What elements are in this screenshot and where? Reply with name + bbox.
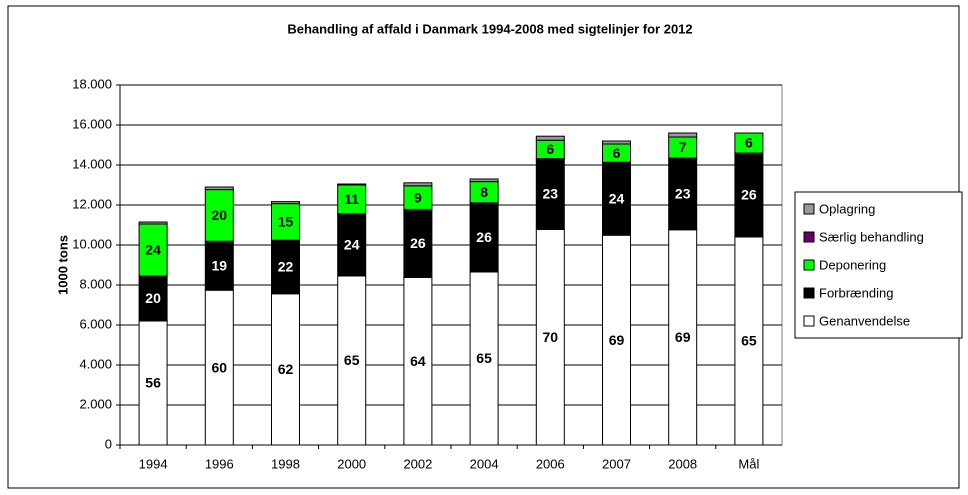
x-tick-label: Mål: [738, 456, 759, 471]
bar-segment: [138, 221, 168, 225]
y-tick-label: 8.000: [79, 276, 112, 291]
bar-segment: [337, 275, 367, 446]
data-label: 26: [476, 229, 492, 245]
bar-segment: [734, 132, 764, 154]
legend-label: Oplagring: [819, 201, 875, 216]
bar-segment: [403, 276, 433, 446]
data-label: 23: [675, 186, 691, 202]
bar-segment: [138, 223, 168, 277]
bar-segment: [535, 158, 565, 230]
x-tick-label: 2004: [470, 456, 499, 471]
bar-segment: [204, 240, 234, 291]
legend-label: Særlig behandling: [819, 229, 924, 244]
data-label: 60: [212, 359, 228, 375]
legend-swatch: [803, 231, 815, 243]
data-label: 23: [543, 186, 559, 202]
data-label: 62: [278, 361, 294, 377]
data-label: 24: [609, 190, 625, 206]
data-label: 6: [546, 141, 554, 157]
legend-swatch: [803, 287, 815, 299]
x-tick-label: 1998: [271, 456, 300, 471]
data-label: 7: [679, 139, 687, 155]
y-tick-label: 12.000: [72, 196, 112, 211]
data-label: 9: [414, 189, 422, 205]
data-label: 65: [476, 350, 492, 366]
x-tick-label: 2006: [536, 456, 565, 471]
x-tick-label: 1994: [139, 456, 168, 471]
y-tick-label: 14.000: [72, 156, 112, 171]
bar-segment: [204, 189, 234, 242]
bar-segment: [337, 184, 367, 215]
bar-segment: [271, 293, 300, 446]
y-axis-label: 1000 tons: [55, 235, 70, 295]
data-label: 19: [212, 257, 228, 273]
data-label: 8: [480, 184, 488, 200]
data-label: 70: [543, 329, 559, 345]
y-tick-label: 10.000: [72, 236, 112, 251]
x-tick-label: 2007: [602, 456, 631, 471]
data-label: 11: [344, 191, 359, 207]
x-tick-label: 2008: [668, 456, 697, 471]
y-tick-label: 0: [105, 436, 112, 451]
data-label: 15: [278, 214, 294, 230]
bar-segment: [138, 275, 168, 322]
legend-swatch: [803, 315, 815, 327]
legend-swatch: [803, 203, 815, 215]
bar-segment: [271, 203, 300, 241]
legend-label: Genanvendelse: [819, 313, 910, 328]
bar-segment: [138, 320, 168, 446]
bar-segment: [668, 157, 698, 231]
data-label: 69: [609, 332, 625, 348]
bar-segment: [602, 140, 631, 145]
bar-segment: [337, 213, 367, 277]
bar-segment: [403, 182, 433, 187]
data-label: 26: [410, 235, 426, 251]
bar-segment: [403, 208, 433, 278]
data-label: 56: [145, 375, 161, 391]
x-tick-label: 1996: [205, 456, 234, 471]
data-label: 20: [212, 207, 228, 223]
data-label: 6: [613, 145, 621, 161]
bar-segment: [204, 186, 234, 191]
x-tick-label: 2000: [337, 456, 366, 471]
bar-segment: [271, 239, 300, 295]
y-tick-label: 4.000: [79, 356, 112, 371]
bar-segment: [734, 152, 764, 238]
data-label: 26: [741, 187, 757, 203]
data-label: 24: [145, 242, 161, 258]
data-label: 24: [344, 237, 360, 253]
bar-segment: [535, 135, 565, 141]
legend-label: Forbrænding: [819, 285, 893, 300]
bar-segment: [668, 132, 698, 138]
y-tick-label: 2.000: [79, 396, 112, 411]
chart-title: Behandling af affald i Danmark 1994-2008…: [287, 21, 692, 36]
legend-swatch: [803, 259, 815, 271]
bar-segment: [535, 228, 565, 446]
bar-segment: [734, 236, 764, 446]
y-tick-label: 6.000: [79, 316, 112, 331]
data-label: 6: [745, 135, 753, 151]
bar-segment: [337, 183, 367, 186]
data-label: 22: [278, 259, 294, 275]
data-label: 64: [410, 353, 426, 369]
y-tick-label: 18.000: [72, 76, 112, 91]
data-label: 65: [741, 333, 757, 349]
bar-segment: [469, 271, 499, 446]
data-label: 65: [344, 352, 360, 368]
bar-segment: [271, 201, 300, 205]
bar-segment: [469, 178, 499, 183]
bar-segment: [602, 234, 631, 446]
data-label: 20: [145, 290, 161, 306]
data-label: 69: [675, 329, 691, 345]
legend-label: Deponering: [819, 257, 886, 272]
x-tick-label: 2002: [403, 456, 432, 471]
legend-box: [794, 191, 963, 339]
y-tick-label: 16.000: [72, 116, 112, 131]
